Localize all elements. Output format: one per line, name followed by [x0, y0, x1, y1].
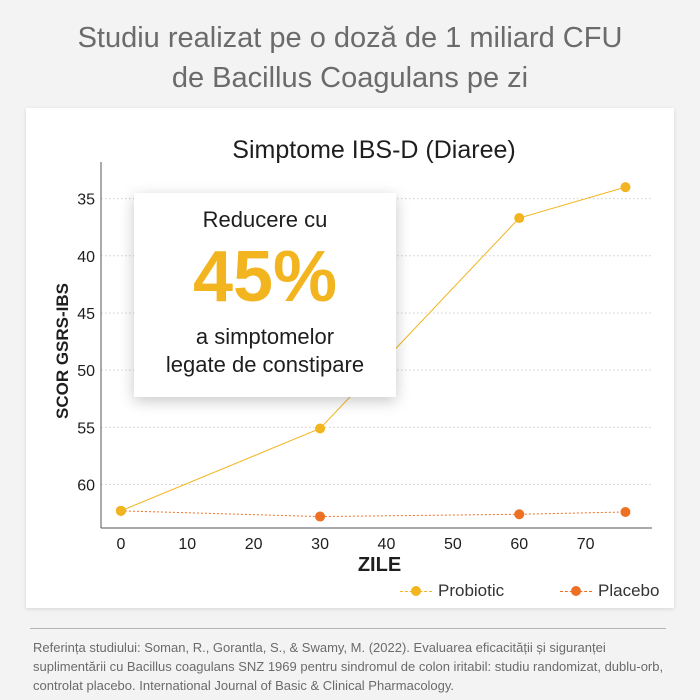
x-tick-label-30: 30	[311, 536, 329, 553]
data-point-placebo-76	[620, 506, 631, 517]
headline: Studiu realizat pe o doză de 1 miliard C…	[0, 18, 700, 98]
callout-caption: a simptomelor legate de constipare	[134, 323, 396, 379]
study-reference: Referința studiului: Soman, R., Gorantla…	[33, 640, 664, 693]
legend-placebo-label: Placebo	[598, 581, 660, 600]
headline-line-1: Studiu realizat pe o doză de 1 miliard C…	[77, 22, 623, 54]
callout-line-1: Reducere cu	[202, 207, 328, 232]
data-point-probiotic-30	[315, 423, 326, 434]
chart-title: Simptome IBS-D (Diaree)	[232, 136, 516, 164]
x-tick-label-10: 10	[178, 536, 196, 553]
data-point-placebo-30	[315, 511, 326, 522]
data-point-probiotic-60	[514, 213, 525, 224]
series-line-placebo	[120, 510, 626, 518]
data-point-placebo-60	[514, 509, 525, 520]
divider	[30, 628, 666, 629]
x-tick-label-70: 70	[577, 536, 595, 553]
y-tick-label-55: 55	[77, 420, 95, 437]
legend-probiotic-label: Probiotic	[438, 581, 505, 600]
legend-placebo-marker-icon	[560, 585, 592, 597]
x-tick-label-60: 60	[510, 536, 528, 553]
callout-line-3: legate de constipare	[165, 352, 365, 377]
legend-probiotic-marker-icon	[400, 585, 432, 597]
y-tick-label-50: 50	[77, 363, 95, 380]
data-point-probiotic-0	[115, 505, 126, 516]
callout-percentage: 45%	[192, 237, 338, 317]
x-tick-label-0: 0	[116, 536, 125, 553]
y-tick-label-40: 40	[77, 249, 95, 266]
x-tick-label-40: 40	[378, 536, 396, 553]
callout-line-2: a simptomelor	[195, 324, 335, 349]
y-tick-label-60: 60	[77, 478, 95, 495]
y-tick-label-45: 45	[77, 306, 95, 323]
headline-line-2: de Bacillus Coagulans pe zi	[171, 62, 529, 94]
legend-item-placebo: Placebo	[560, 580, 659, 602]
y-axis-title: SCOR GSRS-IBS	[53, 283, 72, 419]
x-axis-title: ZILE	[358, 554, 401, 576]
x-tick-label-20: 20	[245, 536, 263, 553]
x-tick-label-50: 50	[444, 536, 462, 553]
legend-item-probiotic: Probiotic	[400, 580, 504, 602]
data-point-probiotic-76	[620, 182, 631, 193]
y-tick-label-35: 35	[77, 192, 95, 209]
reduction-callout: Reducere cu 45% a simptomelor legate de …	[134, 193, 396, 397]
series-line-probiotic	[120, 186, 626, 512]
